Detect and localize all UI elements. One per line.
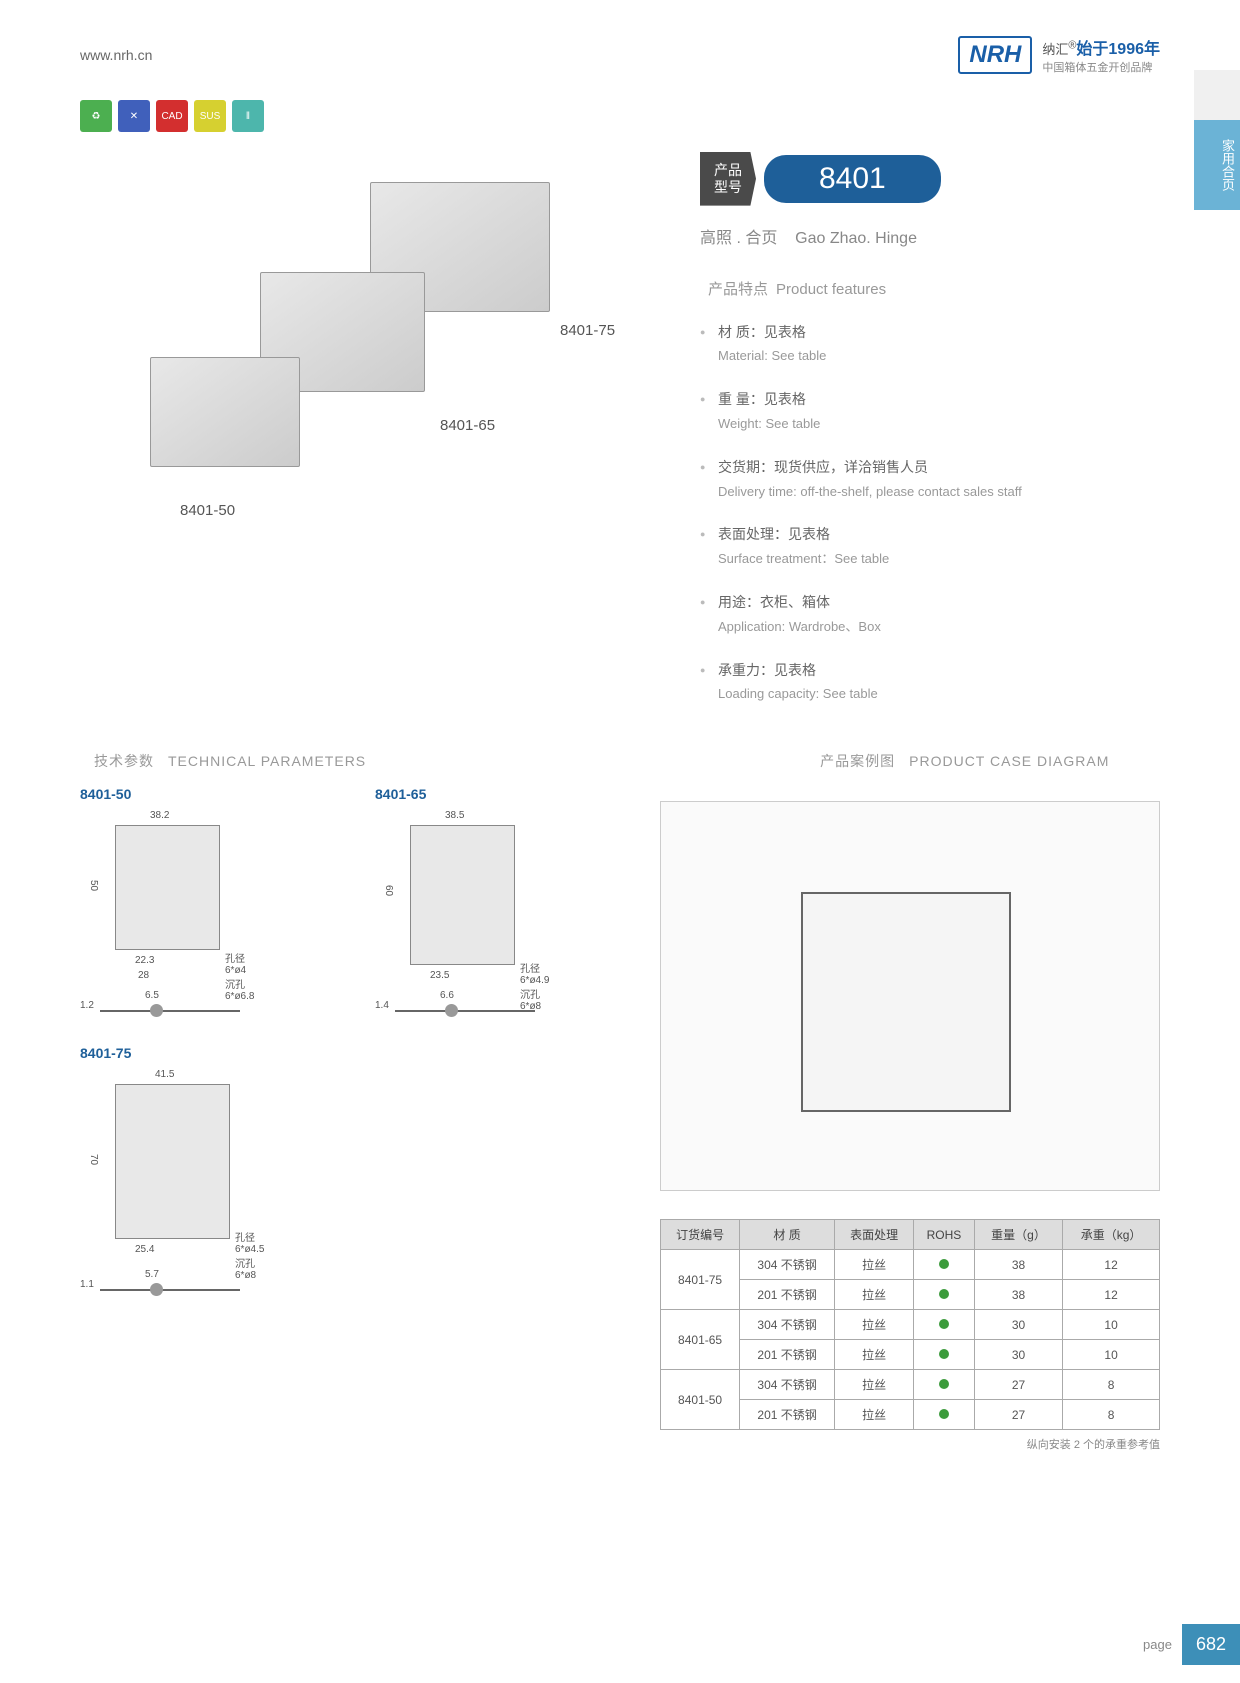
cad-icon: CAD xyxy=(156,100,188,132)
feature-item: 材 质：见表格Material: See table xyxy=(700,321,1160,369)
page-number: 682 xyxy=(1182,1624,1240,1665)
screw-icon: ‖ xyxy=(232,100,264,132)
nrh-logo: NRH xyxy=(958,36,1032,74)
features-list: 材 质：见表格Material: See table 重 量：见表格Weight:… xyxy=(700,321,1160,707)
table-row: 8401-65304 不锈钢拉丝3010 xyxy=(661,1310,1160,1340)
site-url: www.nrh.cn xyxy=(80,47,152,63)
diagram-8401-65: 8401-65 38.5 60 23.5 孔径 6*ø4.9 沉孔 6*ø8 1… xyxy=(375,786,620,1025)
page-footer: page 682 xyxy=(1143,1624,1240,1665)
label-75: 8401-75 xyxy=(560,322,615,339)
brand-block: NRH 纳汇®始于1996年 中国箱体五金开创品牌 xyxy=(958,35,1160,75)
table-row: 8401-75304 不锈钢拉丝3812 xyxy=(661,1250,1160,1280)
feature-item: 重 量：见表格Weight: See table xyxy=(700,388,1160,436)
hinge-50 xyxy=(150,357,300,467)
table-header: 材 质 xyxy=(740,1220,835,1250)
features-title: 产品特点Product features xyxy=(700,278,1160,299)
page-header: www.nrh.cn NRH 纳汇®始于1996年 中国箱体五金开创品牌 xyxy=(0,0,1240,90)
table-header: ROHS xyxy=(914,1220,975,1250)
case-diagram-title: 产品案例图PRODUCT CASE DIAGRAM xyxy=(806,751,1189,771)
case-column: 订货编号材 质表面处理ROHS重量（g）承重（kg） 8401-75304 不锈… xyxy=(660,786,1160,1452)
subtitle: 高照 . 合页 Gao Zhao. Hinge xyxy=(700,224,1160,248)
product-image: 8401-75 8401-65 8401-50 xyxy=(80,152,660,572)
side-tab: 家用合页 xyxy=(1194,120,1240,210)
page-label: page xyxy=(1143,1637,1172,1652)
case-diagram xyxy=(660,801,1160,1191)
product-info: 产品 型号 8401 高照 . 合页 Gao Zhao. Hinge 产品特点P… xyxy=(700,152,1160,726)
brand-since: 始于1996年 xyxy=(1076,41,1160,58)
table-header: 订货编号 xyxy=(661,1220,740,1250)
table-note: 纵向安装 2 个的承重参考值 xyxy=(660,1436,1160,1452)
tech-params-title: 技术参数TECHNICAL PARAMETERS xyxy=(0,751,446,771)
feature-item: 用途：衣柜、箱体Application: Wardrobe、Box xyxy=(700,591,1160,639)
table-header: 承重（kg） xyxy=(1063,1220,1160,1250)
model-label: 产品 型号 xyxy=(700,152,756,206)
sus-icon: SUS xyxy=(194,100,226,132)
tab-cn: 家用合页 xyxy=(1220,139,1235,191)
feature-item: 交货期：现货供应，详洽销售人员Delivery time: off-the-sh… xyxy=(700,456,1160,504)
brand-sub: 中国箱体五金开创品牌 xyxy=(1042,59,1160,75)
model-number: 8401 xyxy=(764,155,941,203)
eco-icon: ♻ xyxy=(80,100,112,132)
diagram-8401-50: 8401-50 38.2 50 22.3 28 孔径 6*ø4 沉孔 6*ø6.… xyxy=(80,786,325,1025)
table-header: 重量（g） xyxy=(974,1220,1062,1250)
tool-icon: ✕ xyxy=(118,100,150,132)
feature-icons: ♻ ✕ CAD SUS ‖ xyxy=(0,100,1240,132)
spec-table: 订货编号材 质表面处理ROHS重量（g）承重（kg） 8401-75304 不锈… xyxy=(660,1219,1160,1430)
feature-item: 表面处理：见表格Surface treatment：See table xyxy=(700,523,1160,571)
tech-diagrams: 8401-50 38.2 50 22.3 28 孔径 6*ø4 沉孔 6*ø6.… xyxy=(80,786,620,1452)
brand-cn: 纳汇 xyxy=(1042,42,1068,57)
feature-item: 承重力：见表格Loading capacity: See table xyxy=(700,659,1160,707)
label-50: 8401-50 xyxy=(180,502,235,519)
table-row: 8401-50304 不锈钢拉丝278 xyxy=(661,1370,1160,1400)
label-65: 8401-65 xyxy=(440,417,495,434)
side-tab-icon xyxy=(1194,70,1240,120)
table-header: 表面处理 xyxy=(835,1220,914,1250)
diagram-8401-75: 8401-75 41.5 70 25.4 孔径 6*ø4.5 沉孔 6*ø8 1… xyxy=(80,1045,310,1304)
